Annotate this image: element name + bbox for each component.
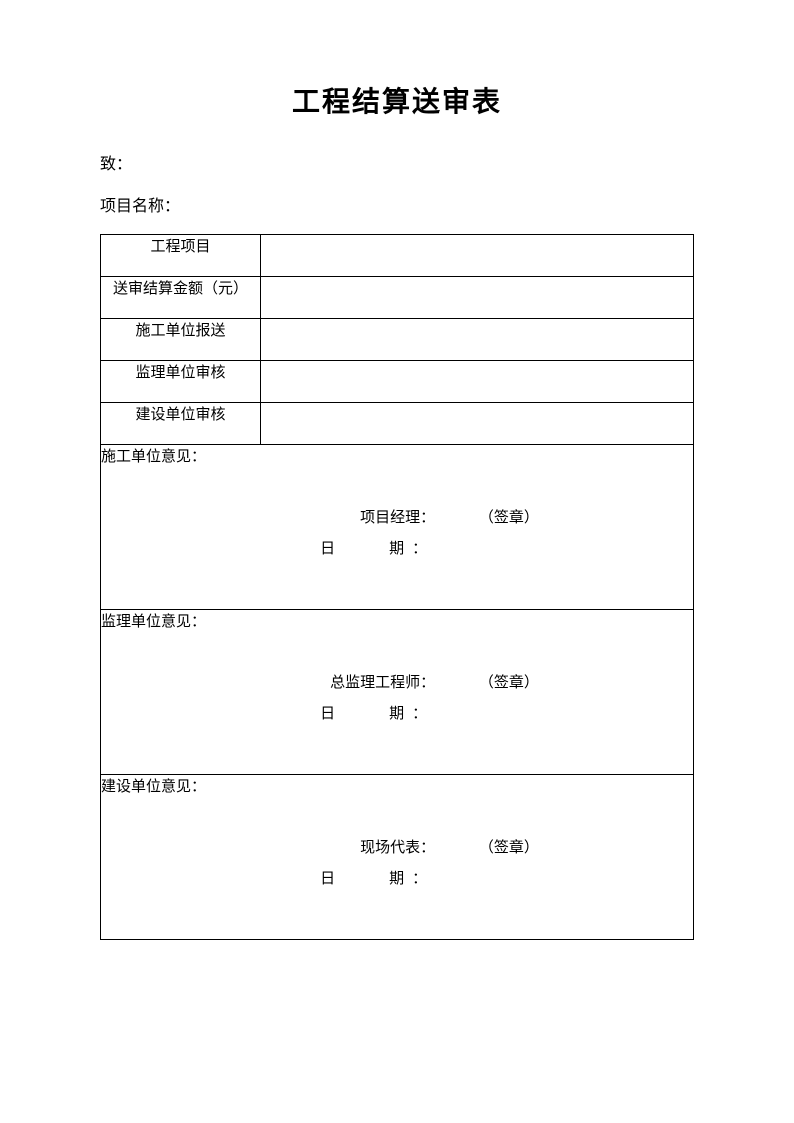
builder-review-value	[261, 403, 694, 445]
submit-amount-label: 送审结算金额（元）	[101, 277, 261, 319]
table-row: 建设单位审核	[101, 403, 694, 445]
construction-opinion-cell: 施工单位意见： 项目经理： （签章） 日 期：	[101, 445, 694, 610]
supervisor-signer-label: 总监理工程师：	[275, 671, 435, 692]
table-row: 监理单位审核	[101, 361, 694, 403]
supervisor-date-row: 日 期：	[101, 702, 693, 723]
builder-signer-label: 现场代表：	[275, 836, 435, 857]
construction-opinion-label: 施工单位意见：	[101, 445, 693, 466]
construction-signer-row: 项目经理： （签章）	[101, 506, 693, 527]
supervisor-review-label: 监理单位审核	[101, 361, 261, 403]
submit-amount-value	[261, 277, 694, 319]
construction-opinion-row: 施工单位意见： 项目经理： （签章） 日 期：	[101, 445, 694, 610]
project-item-value	[261, 235, 694, 277]
settlement-form-table: 工程项目 送审结算金额（元） 施工单位报送 监理单位审核 建设单位审核 施工单位…	[100, 234, 694, 940]
page-title: 工程结算送审表	[100, 80, 694, 120]
construction-submit-value	[261, 319, 694, 361]
builder-signer-row: 现场代表： （签章）	[101, 836, 693, 857]
table-row: 工程项目	[101, 235, 694, 277]
builder-opinion-label: 建设单位意见：	[101, 775, 693, 796]
project-item-label: 工程项目	[101, 235, 261, 277]
supervisor-date-label: 日 期：	[275, 702, 435, 723]
construction-date-label: 日 期：	[275, 537, 435, 558]
builder-date-row: 日 期：	[101, 867, 693, 888]
supervisor-stamp: （签章）	[479, 671, 599, 692]
builder-opinion-cell: 建设单位意见： 现场代表： （签章） 日 期：	[101, 775, 694, 940]
construction-submit-label: 施工单位报送	[101, 319, 261, 361]
builder-stamp: （签章）	[479, 836, 599, 857]
table-row: 施工单位报送	[101, 319, 694, 361]
builder-date-label: 日 期：	[275, 867, 435, 888]
construction-stamp: （签章）	[479, 506, 599, 527]
project-name-label: 项目名称：	[100, 192, 694, 216]
to-label: 致：	[100, 150, 694, 174]
supervisor-opinion-label: 监理单位意见：	[101, 610, 693, 631]
builder-opinion-row: 建设单位意见： 现场代表： （签章） 日 期：	[101, 775, 694, 940]
supervisor-review-value	[261, 361, 694, 403]
construction-signer-label: 项目经理：	[275, 506, 435, 527]
supervisor-opinion-row: 监理单位意见： 总监理工程师： （签章） 日 期：	[101, 610, 694, 775]
table-row: 送审结算金额（元）	[101, 277, 694, 319]
construction-date-row: 日 期：	[101, 537, 693, 558]
supervisor-signer-row: 总监理工程师： （签章）	[101, 671, 693, 692]
builder-review-label: 建设单位审核	[101, 403, 261, 445]
supervisor-opinion-cell: 监理单位意见： 总监理工程师： （签章） 日 期：	[101, 610, 694, 775]
